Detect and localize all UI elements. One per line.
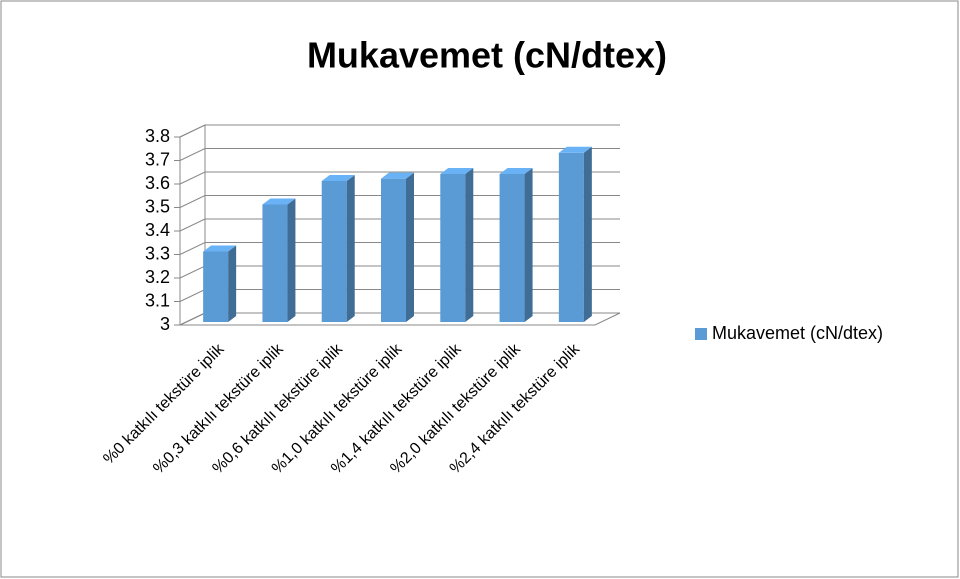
- bar-side: [406, 172, 414, 322]
- grid-line: [179, 195, 620, 208]
- bar-top: [262, 198, 296, 205]
- y-tick-label: 3.1: [145, 290, 170, 310]
- bar-front: [321, 181, 347, 322]
- bar: [381, 172, 414, 322]
- bar-side: [228, 245, 237, 322]
- bar-front: [440, 173, 466, 322]
- bar-front: [558, 152, 584, 322]
- bar-top: [440, 167, 474, 174]
- bar-top: [381, 172, 414, 179]
- bar-front: [499, 173, 525, 322]
- legend-swatch: [695, 328, 707, 340]
- legend-label: Mukavemet (cN/dtex): [712, 323, 883, 343]
- bar: [440, 167, 474, 322]
- bar-top: [203, 245, 237, 252]
- grid-line: [179, 148, 620, 161]
- grid-line: [179, 242, 620, 255]
- bar-side: [583, 146, 592, 322]
- grid-line: [179, 171, 620, 185]
- bar-side: [346, 175, 355, 322]
- bar-side: [465, 167, 474, 322]
- bar-side: [287, 198, 296, 322]
- y-tick-label: 3.5: [145, 196, 170, 216]
- y-tick-label: 3.6: [145, 173, 170, 193]
- bar: [262, 198, 296, 322]
- y-tick-label: 3: [160, 314, 170, 334]
- chart-title: Mukavemet (cN/dtex): [307, 35, 667, 76]
- bar-top: [558, 146, 592, 153]
- bar-front: [381, 178, 406, 322]
- y-tick-label: 3.4: [145, 220, 170, 240]
- bar: [203, 245, 237, 322]
- bar: [321, 175, 355, 322]
- grid-line: [179, 124, 620, 138]
- y-tick-label: 3.7: [145, 149, 170, 169]
- bar-side: [524, 167, 533, 322]
- bar-front: [262, 204, 288, 322]
- bar: [499, 167, 533, 322]
- y-tick-label: 3.3: [145, 243, 170, 263]
- bar-top: [499, 167, 533, 174]
- y-tick-label: 3.8: [145, 126, 170, 146]
- bar: [558, 146, 592, 322]
- bar-top: [321, 175, 355, 181]
- grid-line: [179, 218, 620, 232]
- y-tick-label: 3.2: [145, 267, 170, 287]
- bar-front: [203, 251, 229, 322]
